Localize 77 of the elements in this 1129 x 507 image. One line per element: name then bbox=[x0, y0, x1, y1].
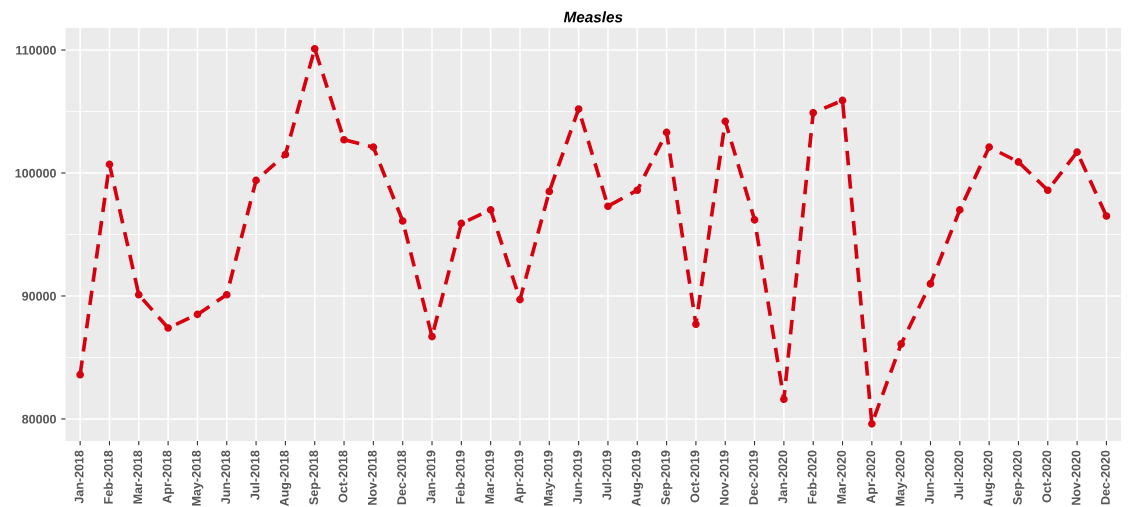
point bbox=[868, 420, 876, 428]
x-tick-label: Oct-2019 bbox=[690, 450, 700, 503]
x-tick-label: Feb-2020 bbox=[807, 450, 817, 504]
x-tick-label: Jun-2019 bbox=[573, 450, 582, 505]
point bbox=[340, 135, 348, 144]
x-tick-label: May-2019 bbox=[543, 450, 556, 506]
x-tick-label: May-2018 bbox=[191, 450, 204, 506]
point bbox=[281, 150, 290, 159]
x-tick-label: Dec-2020 bbox=[1100, 450, 1110, 505]
point bbox=[721, 117, 730, 126]
point bbox=[252, 176, 260, 185]
x-tick-label: Sep-2019 bbox=[661, 450, 673, 505]
point bbox=[1073, 148, 1081, 156]
point bbox=[838, 96, 847, 105]
point bbox=[750, 215, 759, 224]
x-tick-label: Mar-2019 bbox=[485, 450, 495, 504]
point bbox=[134, 290, 143, 299]
x-tick-label: Jul-2019 bbox=[602, 450, 612, 500]
chart-title: Measles bbox=[563, 11, 623, 23]
x-tick-label: Aug-2020 bbox=[983, 450, 995, 507]
x-tick-label: Apr-2020 bbox=[866, 450, 878, 504]
point bbox=[310, 44, 319, 53]
x-tick-label: Dec-2019 bbox=[749, 450, 758, 505]
x-tick-label: May-2020 bbox=[895, 450, 907, 506]
point bbox=[662, 128, 671, 137]
y-tick-label: 100000 bbox=[15, 168, 56, 178]
point bbox=[1014, 158, 1023, 166]
x-tick-label: Oct-2018 bbox=[338, 450, 348, 503]
x-tick-label: Jan-2019 bbox=[426, 450, 436, 504]
x-tick-label: Aug-2018 bbox=[279, 450, 292, 507]
point bbox=[428, 332, 436, 341]
x-tick-label: Apr-2019 bbox=[514, 450, 526, 504]
x-tick-label: Jul-2020 bbox=[954, 450, 964, 500]
point bbox=[604, 202, 612, 211]
point bbox=[633, 186, 642, 195]
point bbox=[985, 143, 993, 151]
point bbox=[545, 187, 554, 196]
y-tick-label: 110000 bbox=[16, 45, 56, 55]
point bbox=[1043, 186, 1052, 195]
x-tick-label: Sep-2020 bbox=[1012, 450, 1025, 505]
x-tick-label: Jun-2020 bbox=[925, 450, 934, 505]
x-tick-label: Jan-2020 bbox=[778, 450, 788, 504]
x-tick-label: Aug-2019 bbox=[631, 450, 644, 507]
x-tick-label: Jan-2018 bbox=[74, 450, 84, 504]
x-tick-label: Dec-2018 bbox=[397, 450, 407, 505]
point bbox=[222, 290, 231, 299]
x-tick-label: Sep-2018 bbox=[309, 450, 321, 505]
x-tick-label: Mar-2020 bbox=[837, 450, 846, 504]
point bbox=[457, 219, 466, 228]
point bbox=[574, 105, 583, 113]
point bbox=[105, 160, 114, 169]
x-tick-label: Feb-2018 bbox=[103, 450, 113, 504]
x-tick-label: Jun-2018 bbox=[221, 450, 231, 505]
point bbox=[692, 320, 700, 329]
x-tick-label: Mar-2018 bbox=[133, 450, 143, 504]
x-tick-label: Oct-2020 bbox=[1042, 450, 1052, 503]
x-tick-label: Jul-2018 bbox=[250, 450, 260, 500]
point bbox=[516, 295, 524, 304]
point bbox=[369, 143, 378, 151]
point bbox=[486, 206, 495, 214]
x-tick-label: Apr-2018 bbox=[162, 450, 174, 504]
point bbox=[1102, 212, 1111, 220]
point bbox=[193, 310, 202, 319]
point bbox=[780, 395, 788, 404]
x-tick-label: Nov-2020 bbox=[1071, 450, 1081, 505]
point bbox=[398, 217, 407, 225]
point bbox=[809, 108, 818, 117]
point bbox=[926, 279, 935, 288]
x-tick-label: Nov-2018 bbox=[367, 450, 377, 505]
y-tick-label: 90000 bbox=[22, 291, 56, 301]
y-tick-label: 80000 bbox=[22, 414, 56, 424]
point bbox=[164, 324, 172, 332]
point bbox=[897, 340, 905, 348]
x-tick-label: Nov-2019 bbox=[719, 450, 729, 505]
point bbox=[956, 206, 964, 214]
point bbox=[76, 370, 84, 379]
x-tick-label: Feb-2019 bbox=[455, 450, 465, 504]
